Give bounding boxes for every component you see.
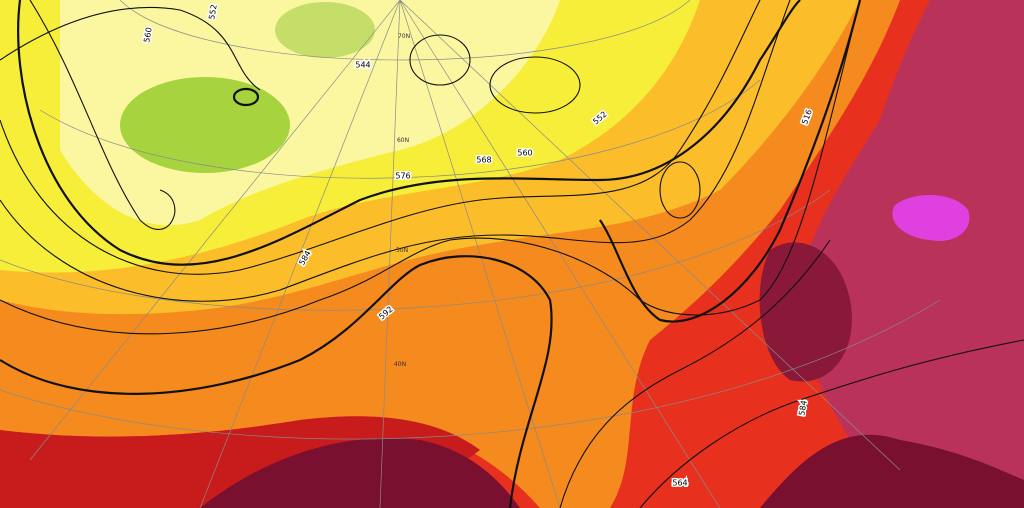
field-green — [120, 77, 290, 173]
field-deep-maroon — [200, 438, 520, 508]
contour — [659, 161, 701, 219]
latitude-label: 50N — [396, 247, 408, 254]
contour-label: 568 — [476, 156, 491, 165]
latitude-label: 40N — [394, 361, 406, 368]
contour — [639, 339, 1024, 508]
contour-label: 564 — [672, 479, 687, 488]
contour — [29, 0, 176, 230]
contour — [17, 0, 801, 266]
field-deep-maroon — [760, 434, 1024, 508]
latitude-label: 60N — [397, 137, 409, 144]
contour — [0, 6, 261, 91]
field-light-green — [275, 2, 375, 58]
graticule — [0, 0, 941, 508]
field-magenta — [892, 194, 970, 241]
field-maroon — [798, 0, 1024, 508]
contour-label: 560 — [142, 27, 154, 44]
contour — [0, 0, 861, 335]
contour — [489, 56, 581, 114]
parallels — [0, 0, 941, 440]
contour-label: 584 — [797, 400, 809, 417]
contour-label: 576 — [395, 172, 410, 181]
contour-label: 552 — [207, 4, 219, 21]
field-dark-maroon — [759, 242, 852, 382]
meridians — [29, 0, 901, 508]
contour — [409, 34, 471, 86]
contour — [599, 0, 862, 323]
contour-label: 544 — [355, 61, 370, 70]
contour — [559, 239, 831, 508]
contour — [0, 255, 553, 508]
latitude-labels: 70N 60N 50N 40N — [394, 33, 410, 368]
contour — [0, 0, 791, 302]
contour — [232, 87, 260, 107]
latitude-label: 70N — [398, 33, 410, 40]
contour — [0, 0, 761, 275]
contour-label: 560 — [517, 149, 532, 158]
